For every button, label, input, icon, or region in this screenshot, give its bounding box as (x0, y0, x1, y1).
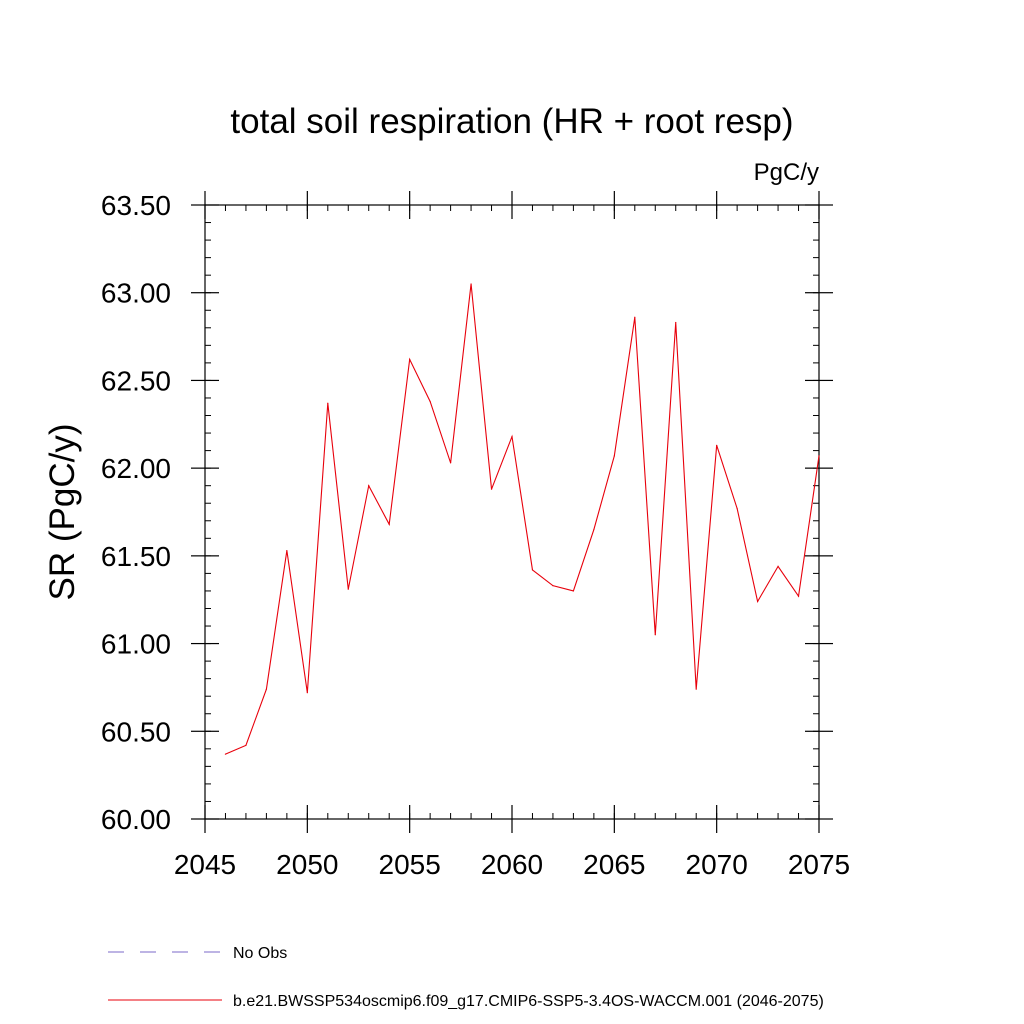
data-point (511, 435, 513, 438)
data-point (347, 588, 349, 590)
plot-frame (204, 204, 820, 820)
data-point (593, 528, 595, 531)
y-tick-label: 60.50 (101, 716, 171, 747)
data-point (757, 600, 759, 603)
y-tick-label: 63.00 (101, 278, 171, 309)
data-point (450, 462, 452, 464)
minor-ticks (204, 204, 820, 820)
x-tick-label: 2070 (686, 849, 748, 880)
data-point (654, 634, 656, 636)
y-axis-label: SR (PgC/y) (43, 424, 82, 601)
data-point (797, 595, 800, 597)
x-tick-label: 2065 (583, 849, 645, 880)
data-point (224, 753, 227, 755)
data-point (490, 488, 493, 490)
data-point (286, 549, 288, 552)
x-tick-label: 2055 (379, 849, 441, 880)
data-point (531, 569, 534, 571)
data-point (245, 744, 247, 746)
y-tick-label: 63.50 (101, 190, 171, 221)
x-tick-label: 2045 (174, 849, 236, 880)
data-point (368, 485, 370, 487)
data-point (818, 455, 820, 457)
data-point (306, 692, 308, 694)
y-tick-labels: 60.00 60.50 61.00 61.50 62.00 62.50 63.00 63.50 (101, 190, 171, 835)
data-point (634, 316, 636, 318)
data-point (265, 688, 267, 690)
data-point (470, 283, 472, 285)
data-point (675, 321, 677, 324)
chart-title: total soil respiration (HR + root resp) (230, 102, 793, 141)
y-tick-label: 62.50 (101, 365, 171, 396)
x-tick-label: 2075 (788, 849, 850, 880)
y-tick-label: 60.00 (101, 804, 171, 835)
data-point (777, 565, 779, 567)
y-tick-label: 61.50 (101, 541, 171, 572)
legend: No Obs b.e21.BWSSP534oscmip6.f09_g17.CMIP… (108, 945, 824, 1010)
y-tick-label: 62.00 (101, 453, 171, 484)
legend-label: b.e21.BWSSP534oscmip6.f09_g17.CMIP6-SSP5… (233, 993, 824, 1010)
units-label: PgC/y (754, 159, 819, 186)
data-point (327, 402, 329, 404)
data-point (429, 400, 431, 403)
data-point (736, 507, 738, 510)
x-tick-labels: 2045 2050 2055 2060 2065 2070 2075 (174, 849, 850, 880)
data-point (613, 455, 615, 457)
data-point (409, 358, 411, 360)
x-tick-label: 2050 (276, 849, 338, 880)
series-layer (224, 283, 820, 755)
legend-label: No Obs (233, 945, 287, 962)
data-point (695, 688, 697, 690)
data-point (388, 523, 390, 525)
x-tick-label: 2060 (481, 849, 543, 880)
data-point (716, 444, 718, 446)
y-tick-label: 61.00 (101, 629, 171, 660)
data-point (552, 585, 554, 587)
major-ticks (191, 191, 833, 833)
series-line (225, 283, 820, 755)
plot-border (204, 204, 820, 820)
data-point (572, 590, 575, 592)
